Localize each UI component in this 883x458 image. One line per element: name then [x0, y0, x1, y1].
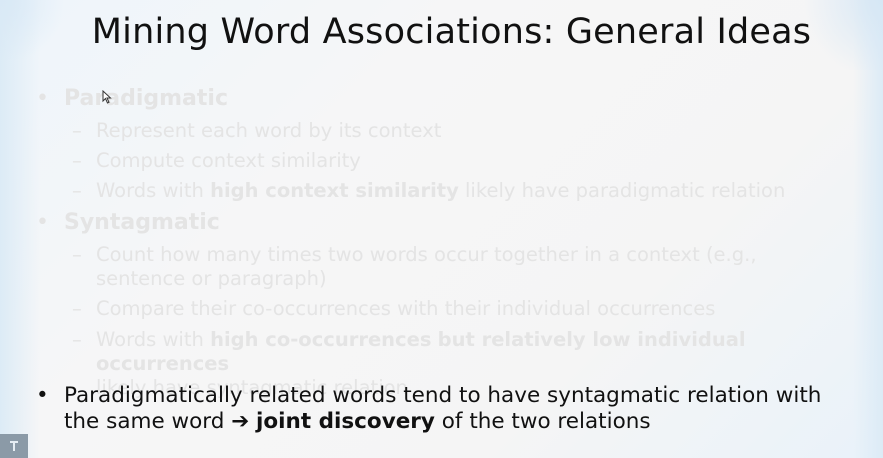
dash-mark: –: [72, 297, 82, 320]
conclusion-line-2-post: of the two relations: [434, 409, 651, 434]
item-line-2: likely have syntagmatic relation: [96, 376, 408, 399]
presenter-glyph-icon: [10, 441, 18, 451]
bullet-mark: •: [36, 86, 49, 111]
mouse-cursor-icon: [102, 89, 112, 108]
syntagmatic-item-text: Words with high co-occurrences but relat…: [96, 328, 876, 400]
paradigmatic-item-text: Words with high context similarity likel…: [96, 179, 876, 203]
paradigmatic-item-text: Represent each word by its context: [96, 119, 442, 142]
bullet-mark: •: [36, 210, 49, 235]
left-background-decoration: [0, 0, 40, 458]
item-pre-text: Words with: [96, 179, 211, 202]
conclusion-bold: joint discovery: [256, 409, 435, 434]
syntagmatic-item-text: Count how many times two words occur tog…: [96, 243, 876, 291]
paradigmatic-item-text: Compute context similarity: [96, 149, 361, 172]
item-post-text: likely have paradigmatic relation: [458, 179, 786, 202]
conclusion-line-2-pre: the same word: [64, 409, 232, 434]
dash-mark: –: [72, 119, 82, 142]
item-bold-text: high co-occurrences: [210, 328, 432, 351]
item-line-1: Count how many times two words occur tog…: [96, 243, 757, 266]
item-bold-text: high context similarity: [210, 179, 459, 202]
top-left-background-decoration: [0, 0, 70, 60]
presenter-icon[interactable]: [0, 434, 28, 458]
slide-title: Mining Word Associations: General Ideas: [91, 12, 812, 52]
dash-mark: –: [72, 149, 82, 172]
conclusion-text: Paradigmatically related words tend to h…: [64, 383, 883, 435]
dash-mark: –: [72, 328, 82, 351]
dash-mark: –: [72, 179, 82, 202]
conclusion-line-1: Paradigmatically related words tend to h…: [64, 383, 822, 408]
item-bold-text: but relatively low individual occurrence…: [96, 328, 746, 375]
top-right-background-decoration: [793, 0, 883, 70]
right-background-decoration: [853, 0, 883, 458]
dash-mark: –: [72, 243, 82, 266]
syntagmatic-heading: Syntagmatic: [64, 210, 220, 235]
item-pre-text: Words with: [96, 328, 211, 351]
paradigmatic-heading: Paradigmatic: [64, 86, 228, 111]
item-line-2: sentence or paragraph): [96, 267, 327, 290]
syntagmatic-item-text: Compare their co-occurrences with their …: [96, 297, 716, 320]
bullet-mark: •: [36, 383, 49, 408]
arrow-icon: ➔: [231, 409, 250, 434]
